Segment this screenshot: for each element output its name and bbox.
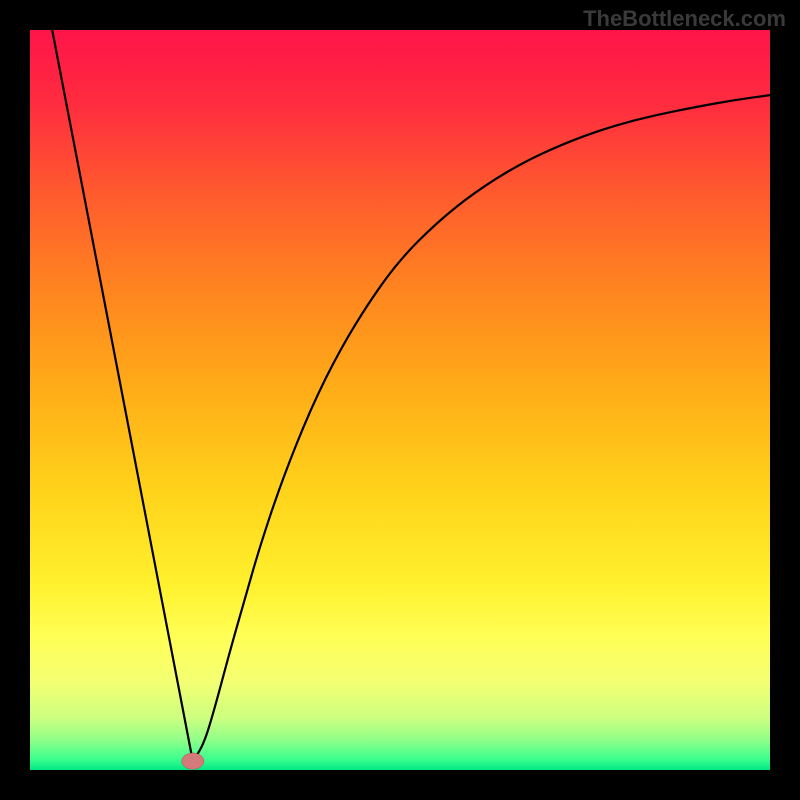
minimum-marker [182,753,204,769]
plot-area [30,30,770,770]
chart-container: TheBottleneck.com [0,0,800,800]
bottleneck-chart [0,0,800,800]
